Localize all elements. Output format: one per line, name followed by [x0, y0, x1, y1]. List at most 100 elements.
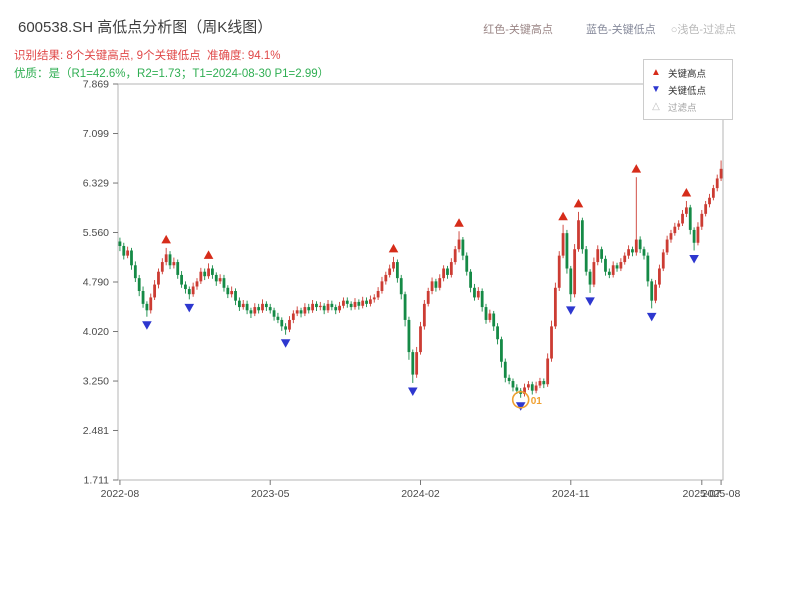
candle-body	[569, 268, 573, 295]
candle-body	[288, 319, 291, 330]
candle-body	[365, 300, 368, 304]
candle-body	[322, 305, 326, 311]
key-high-markers	[161, 164, 692, 259]
candle-body	[465, 255, 469, 272]
y-axis: 7.869 7.099 6.329 5.560 4.790 4.020 3.250 2.481…	[83, 79, 118, 487]
key-high-marker	[388, 243, 399, 253]
candle-body	[573, 249, 577, 295]
candle-body	[484, 307, 488, 320]
candle-body	[264, 303, 268, 308]
y-tick-label: 4.020	[83, 326, 109, 338]
candle-body	[561, 233, 565, 256]
candle-body	[473, 287, 476, 298]
candle-body	[638, 239, 642, 250]
candle-body	[665, 239, 669, 253]
chart-legend: ▲ 关键高点 ▼ 关键低点 △ 过滤点	[643, 59, 733, 120]
y-tick-label: 5.560	[83, 227, 109, 239]
candle-body	[411, 352, 415, 375]
candle-body	[592, 262, 596, 285]
candle-body	[580, 220, 584, 250]
candle-body	[681, 213, 684, 224]
candle-body	[145, 303, 149, 311]
candle-body	[330, 303, 334, 308]
candle-body	[553, 287, 557, 327]
candle-body	[650, 281, 654, 301]
inline-legend-filtered: ○浅色-过滤点	[670, 24, 736, 36]
candle-body	[307, 307, 311, 311]
candles	[118, 160, 723, 398]
candle-body	[295, 310, 299, 314]
candle-body	[557, 255, 561, 288]
candle-body	[476, 291, 480, 298]
candle-body	[631, 249, 634, 253]
candle-body	[184, 284, 187, 290]
candle-body	[530, 384, 534, 391]
key-high-marker	[454, 218, 464, 227]
candle-body	[126, 250, 130, 256]
candle-body	[268, 307, 272, 311]
up-triangle-icon: ▲	[651, 66, 661, 78]
candle-body	[708, 197, 711, 205]
key-high-marker	[161, 234, 171, 244]
candle-body	[164, 254, 168, 263]
candle-body	[542, 381, 546, 385]
y-tick-label: 6.329	[83, 178, 109, 190]
recognition-result-text: 识别结果: 8个关键高点, 9个关键低点 准确度: 94.1%	[14, 50, 281, 62]
candle-body	[372, 297, 376, 300]
key-high-marker	[631, 164, 642, 173]
candle-body	[704, 204, 708, 214]
legend-label-key-high: 关键高点	[668, 68, 707, 80]
candle-body	[361, 300, 365, 306]
candle-body	[291, 313, 295, 320]
key-high-marker	[681, 187, 692, 197]
y-tick-label: 7.869	[83, 79, 109, 91]
candle-body	[187, 289, 191, 295]
inline-legend-key-low: 蓝色-关键低点	[585, 24, 656, 36]
candle-body	[719, 168, 723, 179]
y-tick-label: 2.481	[83, 425, 109, 437]
candle-body	[141, 291, 145, 304]
candle-body	[338, 305, 341, 311]
y-tick-label: 3.250	[83, 376, 109, 388]
key-high-marker	[558, 211, 568, 221]
candle-body	[684, 207, 688, 214]
key-low-marker	[407, 387, 418, 396]
candle-body	[349, 303, 353, 308]
candle-body	[596, 249, 600, 263]
candle-body	[534, 385, 538, 391]
plot-border	[117, 83, 724, 481]
highlight-circle	[511, 390, 530, 409]
candle-body	[604, 258, 607, 272]
candle-body	[523, 387, 526, 394]
candle-body	[376, 291, 380, 298]
legend-item-key-high: ▲ 关键高点	[650, 64, 726, 81]
candle-body	[488, 313, 492, 320]
candle-body	[669, 233, 673, 240]
candle-body	[654, 284, 657, 301]
candle-body	[711, 188, 715, 198]
candle-body	[195, 281, 199, 287]
candle-body	[661, 252, 665, 269]
candle-body	[276, 316, 280, 320]
candle-body	[318, 305, 322, 308]
candle-body	[430, 281, 434, 292]
x-tick-label: 2024-11	[552, 488, 590, 500]
candle-body	[492, 313, 496, 327]
candle-body	[334, 307, 338, 311]
candle-body	[422, 303, 426, 327]
key-low-marker	[184, 303, 195, 313]
candle-body	[153, 284, 157, 298]
candle-body	[245, 303, 249, 311]
candle-body	[615, 265, 619, 269]
candle-body	[600, 249, 604, 259]
key-high-marker	[203, 250, 214, 259]
candle-body	[118, 241, 122, 246]
legend-item-filtered: △ 过滤点	[650, 98, 726, 115]
candle-body	[207, 268, 210, 277]
candle-body	[646, 255, 650, 282]
candle-body	[500, 339, 503, 362]
candle-body	[130, 250, 133, 266]
candle-body	[280, 319, 284, 327]
